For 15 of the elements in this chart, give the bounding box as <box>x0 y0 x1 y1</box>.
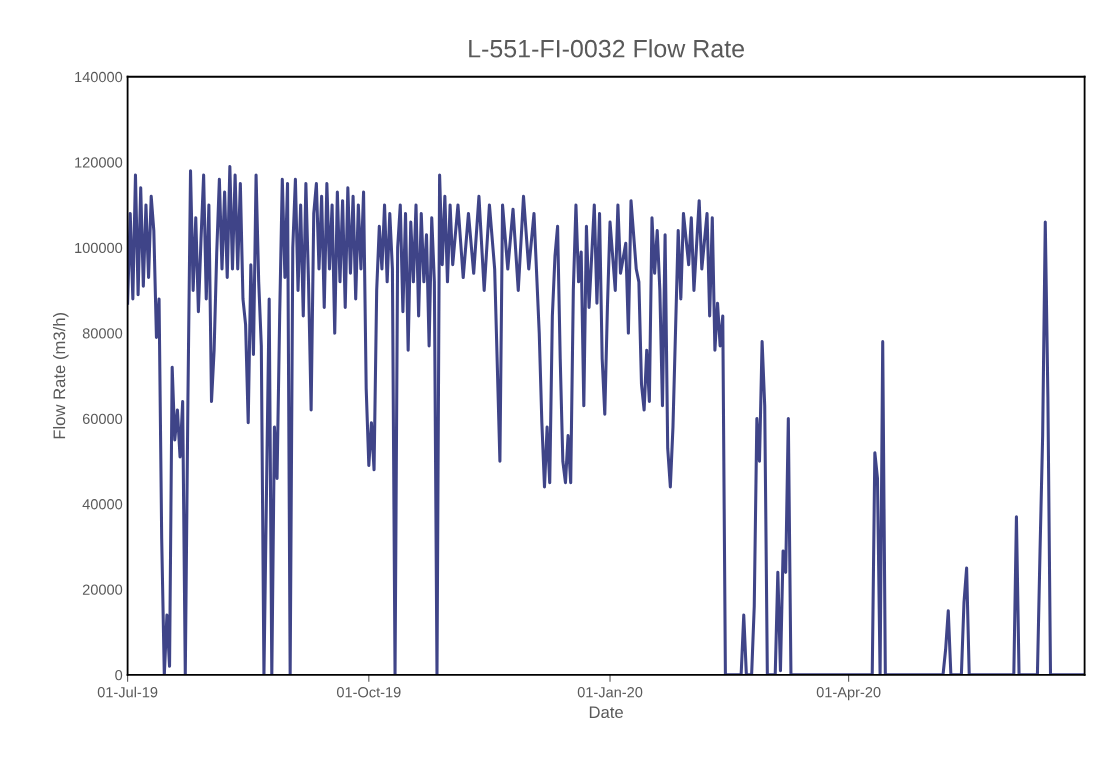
x-tick-label: 01-Apr-20 <box>816 687 881 701</box>
y-tick-label: 60000 <box>82 413 123 424</box>
y-tick-label: 100000 <box>75 242 123 254</box>
y-tick-label: 40000 <box>82 499 123 510</box>
x-tick-label: 01-Jul-19 <box>97 686 158 698</box>
y-tick-label: 120000 <box>75 157 123 168</box>
y-tick-label: 140000 <box>75 71 123 83</box>
y-tick-label: 0 <box>115 669 123 681</box>
y-tick-label: 20000 <box>82 584 123 595</box>
y-tick-label: 80000 <box>82 328 123 339</box>
x-tick-label: 01-Jan-20 <box>577 687 643 698</box>
chart-title: L-551-FI-0032 Flow Rate <box>469 39 744 58</box>
x-axis-title: Date <box>589 706 623 719</box>
y-axis-title: Flow Rate (m3/h) <box>52 312 69 439</box>
x-tick-label: 01-Oct-19 <box>336 687 401 698</box>
